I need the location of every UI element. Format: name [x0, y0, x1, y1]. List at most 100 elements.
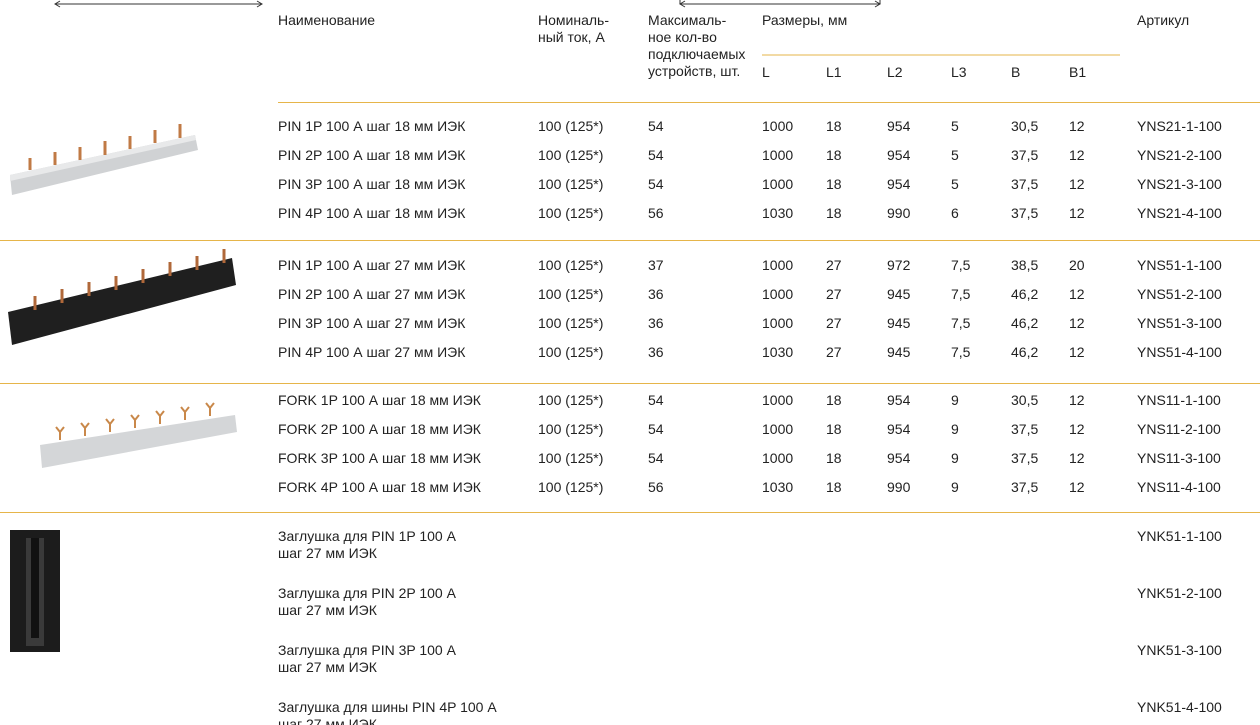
cell-max: 54	[648, 421, 664, 437]
cell-b: 37,5	[1011, 205, 1039, 221]
cell-b: 46,2	[1011, 286, 1039, 302]
header-dim: L3	[951, 64, 967, 80]
cell-b1: 12	[1069, 176, 1085, 192]
cap-name: Заглушка для шины PIN 4P 100 А шаг 27 мм…	[278, 699, 497, 725]
cell-current: 100 (125*)	[538, 147, 604, 163]
cell-b: 30,5	[1011, 118, 1039, 134]
cell-l: 1030	[762, 479, 794, 495]
cap-article: YNK51-2-100	[1137, 585, 1222, 601]
cell-l3: 7,5	[951, 286, 971, 302]
cell-max: 56	[648, 479, 664, 495]
cell-l3: 5	[951, 147, 959, 163]
cell-l: 1000	[762, 421, 794, 437]
cell-name: PIN 3P 100 А шаг 27 мм ИЭК	[278, 315, 466, 331]
cell-article: YNS21-4-100	[1137, 205, 1222, 221]
cell-name: PIN 2P 100 А шаг 18 мм ИЭК	[278, 147, 466, 163]
cell-b1: 12	[1069, 421, 1085, 437]
cell-l2: 954	[887, 392, 911, 408]
header-dim: B1	[1069, 64, 1087, 80]
cell-l: 1000	[762, 286, 794, 302]
cap-article: YNK51-4-100	[1137, 699, 1222, 715]
header-max-devices: Максималь- ное кол-во подключаемых устро…	[648, 12, 746, 79]
cell-max: 54	[648, 450, 664, 466]
cell-b1: 12	[1069, 392, 1085, 408]
cell-b1: 12	[1069, 344, 1085, 360]
cell-current: 100 (125*)	[538, 257, 604, 273]
cell-b1: 12	[1069, 205, 1085, 221]
cell-max: 36	[648, 344, 664, 360]
cell-b: 37,5	[1011, 176, 1039, 192]
cell-l2: 954	[887, 450, 911, 466]
cell-l3: 6	[951, 205, 959, 221]
cell-b1: 12	[1069, 118, 1085, 134]
cell-l2: 990	[887, 479, 911, 495]
cell-l3: 9	[951, 392, 959, 408]
cell-article: YNS21-3-100	[1137, 176, 1222, 192]
cap-name: Заглушка для PIN 3P 100 А шаг 27 мм ИЭК	[278, 642, 456, 675]
cell-b1: 12	[1069, 479, 1085, 495]
cell-l1: 18	[826, 421, 842, 437]
cell-current: 100 (125*)	[538, 286, 604, 302]
cell-max: 54	[648, 392, 664, 408]
cell-b1: 20	[1069, 257, 1085, 273]
cell-article: YNS51-4-100	[1137, 344, 1222, 360]
cell-b1: 12	[1069, 450, 1085, 466]
cell-name: PIN 4P 100 А шаг 27 мм ИЭК	[278, 344, 466, 360]
cell-b1: 12	[1069, 286, 1085, 302]
cell-article: YNS51-2-100	[1137, 286, 1222, 302]
cell-b: 37,5	[1011, 421, 1039, 437]
cell-l2: 954	[887, 118, 911, 134]
cell-l1: 27	[826, 286, 842, 302]
cell-current: 100 (125*)	[538, 392, 604, 408]
cell-l2: 954	[887, 421, 911, 437]
cell-l1: 18	[826, 176, 842, 192]
cell-article: YNS11-4-100	[1137, 479, 1221, 495]
cell-name: FORK 4P 100 А шаг 18 мм ИЭК	[278, 479, 481, 495]
header-name: Наименование	[278, 12, 376, 28]
cell-l: 1000	[762, 450, 794, 466]
cell-l: 1030	[762, 205, 794, 221]
cell-article: YNS21-2-100	[1137, 147, 1222, 163]
header-article: Артикул	[1137, 12, 1190, 28]
header-rule	[278, 102, 1260, 103]
cell-name: PIN 1P 100 А шаг 18 мм ИЭК	[278, 118, 466, 134]
cap-name: Заглушка для PIN 1P 100 А шаг 27 мм ИЭК	[278, 528, 456, 561]
busbar-image-3	[40, 402, 237, 468]
cell-current: 100 (125*)	[538, 344, 604, 360]
cap-name: Заглушка для PIN 2P 100 А шаг 27 мм ИЭК	[278, 585, 456, 618]
cell-l3: 9	[951, 421, 959, 437]
cell-name: FORK 2P 100 А шаг 18 мм ИЭК	[278, 421, 481, 437]
cell-l1: 18	[826, 479, 842, 495]
cell-name: FORK 3P 100 А шаг 18 мм ИЭК	[278, 450, 481, 466]
header-dimensions: Размеры, мм	[762, 12, 848, 28]
cell-l1: 18	[826, 450, 842, 466]
cell-current: 100 (125*)	[538, 315, 604, 331]
cell-b: 30,5	[1011, 392, 1039, 408]
cell-l3: 7,5	[951, 257, 971, 273]
cell-l1: 18	[826, 392, 842, 408]
cell-article: YNS11-1-100	[1137, 392, 1221, 408]
header-dim: L1	[826, 64, 842, 80]
cell-name: PIN 1P 100 А шаг 27 мм ИЭК	[278, 257, 466, 273]
cell-l: 1000	[762, 118, 794, 134]
cap-article: YNK51-1-100	[1137, 528, 1222, 544]
header-current: Номиналь- ный ток, А	[538, 12, 609, 45]
cell-l1: 18	[826, 205, 842, 221]
cell-b: 46,2	[1011, 315, 1039, 331]
busbar-image-1	[10, 124, 198, 195]
cell-name: FORK 1P 100 А шаг 18 мм ИЭК	[278, 392, 481, 408]
cell-l: 1000	[762, 257, 794, 273]
cell-current: 100 (125*)	[538, 450, 604, 466]
cell-l: 1000	[762, 176, 794, 192]
cell-l3: 5	[951, 176, 959, 192]
cell-l: 1030	[762, 344, 794, 360]
cell-current: 100 (125*)	[538, 205, 604, 221]
cell-l2: 945	[887, 286, 911, 302]
cell-max: 56	[648, 205, 664, 221]
header-dim: L2	[887, 64, 903, 80]
header-dim: B	[1011, 64, 1021, 80]
cell-max: 54	[648, 147, 664, 163]
cell-name: PIN 3P 100 А шаг 18 мм ИЭК	[278, 176, 466, 192]
